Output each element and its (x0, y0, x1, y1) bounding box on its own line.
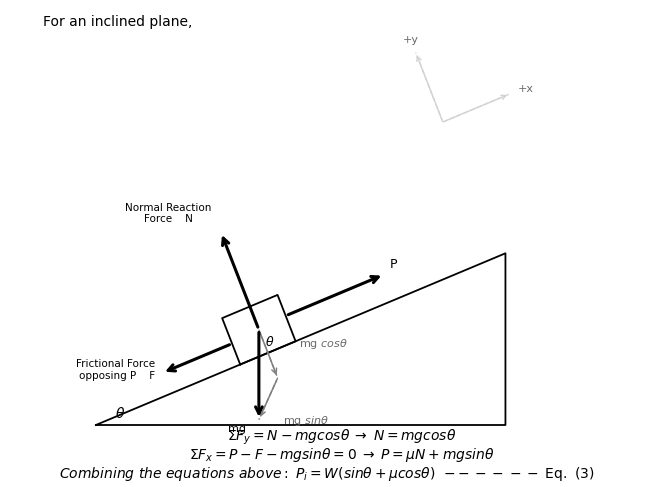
Text: mg: mg (228, 424, 246, 434)
Text: $\mathit{\Sigma F_x = P - F - mgsin\theta = 0}$$\;\rightarrow\;$$\mathit{P = \mu: $\mathit{\Sigma F_x = P - F - mgsin\thet… (189, 446, 494, 464)
Text: Frictional Force
opposing P    F: Frictional Force opposing P F (75, 359, 154, 381)
Text: +y: +y (403, 36, 419, 45)
Text: $\mathit{\Sigma F_y = N - mgcos\theta}$$\;\rightarrow\;$$\mathit{N = mgcos\theta: $\mathit{\Sigma F_y = N - mgcos\theta}$$… (227, 428, 456, 447)
Text: For an inclined plane,: For an inclined plane, (43, 15, 192, 29)
Text: P: P (390, 258, 397, 271)
Text: $\theta$: $\theta$ (265, 335, 274, 349)
Text: $\theta$: $\theta$ (115, 406, 125, 421)
Text: $\mathit{Combining\ the\ equations\ above:\ P_i = W(sin\theta + \mu cos\theta)}$: $\mathit{Combining\ the\ equations\ abov… (59, 465, 595, 483)
Text: mg $cos\theta$: mg $cos\theta$ (299, 337, 348, 351)
Text: +x: +x (517, 84, 533, 94)
Text: Normal Reaction
Force    N: Normal Reaction Force N (125, 203, 211, 225)
Text: mg $sin\theta$: mg $sin\theta$ (282, 414, 329, 428)
